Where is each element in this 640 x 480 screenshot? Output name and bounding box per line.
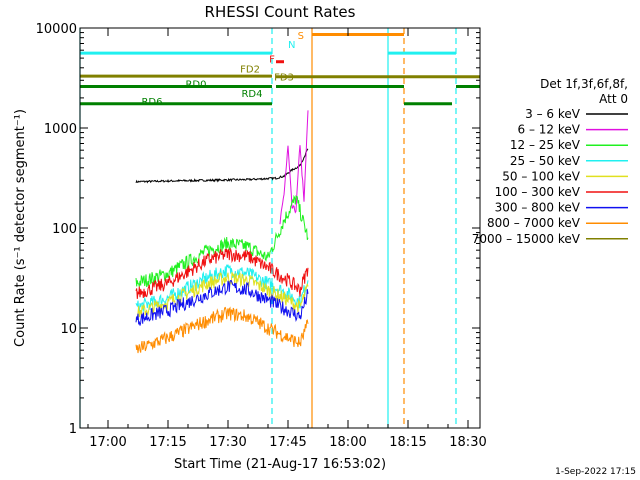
legend-entry-3-6-kev: 3 – 6 keV xyxy=(525,107,628,121)
flag-label-n: N xyxy=(288,40,295,51)
y-tick-label: 1 xyxy=(69,422,77,437)
series-12-25-kev xyxy=(135,194,309,288)
flag-label-rd6: RD6 xyxy=(141,97,162,108)
flag-rd6: RD6 xyxy=(141,97,452,108)
flag-s: S xyxy=(298,31,404,42)
x-tick-label: 17:15 xyxy=(149,435,186,450)
flag-label-rd4: RD4 xyxy=(241,89,262,100)
legend-label: 3 – 6 keV xyxy=(525,107,581,121)
legend-label: 100 – 300 keV xyxy=(495,185,581,199)
legend: Det 1f,3f,6f,8f, Att 0 3 – 6 keV 6 – 12 k… xyxy=(472,77,628,246)
legend-entry-6-12-kev: 6 – 12 keV xyxy=(518,123,628,137)
x-tick-label: 18:15 xyxy=(389,435,426,450)
flag-rd4: RD4 xyxy=(80,89,272,106)
x-axis: 17:00 17:15 17:30 17:45 18:00 18:15 18:30 xyxy=(87,28,487,450)
flag-label-rd0: RD0 xyxy=(185,79,206,90)
flag-rd0: RD0 xyxy=(80,79,480,90)
x-tick-label: 18:30 xyxy=(449,435,486,450)
series-800-7000-kev xyxy=(135,306,309,354)
plot-area: NS F FD2 FD3 RD0 RD4 RD6 xyxy=(79,28,480,428)
y-tick-label: 10000 xyxy=(36,22,77,37)
legend-entry-7000-15000-kev: 7000 – 15000 keV xyxy=(472,232,628,246)
flag-label-fd2: FD2 xyxy=(240,64,260,75)
legend-entry-100-300-kev: 100 – 300 keV xyxy=(495,185,628,199)
x-tick-label: 17:00 xyxy=(89,435,126,450)
series-6-12-kev xyxy=(279,110,309,225)
series-100-300-kev xyxy=(135,247,309,299)
legend-entry-25-50-kev: 25 – 50 keV xyxy=(510,154,628,168)
legend-entry-800-7000-kev: 800 – 7000 keV xyxy=(487,216,628,230)
flag-n: N xyxy=(80,40,456,55)
flag-f: F xyxy=(269,55,284,66)
legend-label: 6 – 12 keV xyxy=(518,123,581,137)
flag-label-f: F xyxy=(269,55,275,66)
y-tick-label: 1000 xyxy=(44,122,77,137)
legend-label: 300 – 800 keV xyxy=(495,201,581,215)
legend-title: Det 1f,3f,6f,8f, xyxy=(540,77,628,91)
chart-title: RHESSI Count Rates xyxy=(205,3,356,21)
legend-label: 12 – 25 keV xyxy=(510,138,581,152)
series-300-800-kev xyxy=(135,279,309,326)
x-tick-label: 17:45 xyxy=(269,435,306,450)
legend-subtitle: Att 0 xyxy=(599,92,628,106)
legend-entry-50-100-kev: 50 – 100 keV xyxy=(502,169,628,183)
legend-label: 7000 – 15000 keV xyxy=(472,232,581,246)
x-tick-label: 17:30 xyxy=(209,435,246,450)
flag-label-s: S xyxy=(298,31,304,42)
series-3-6-kev xyxy=(135,148,309,184)
legend-label: 50 – 100 keV xyxy=(502,169,581,183)
y-axis-label: Count Rate (s⁻¹ detector segment⁻¹) xyxy=(13,109,28,347)
footer-timestamp: 1-Sep-2022 17:15 xyxy=(555,467,636,477)
flag-fd2: FD2 xyxy=(80,64,272,78)
x-axis-label: Start Time (21-Aug-17 16:53:02) xyxy=(174,457,386,472)
flag-label-fd3: FD3 xyxy=(274,72,294,83)
y-tick-label: 100 xyxy=(52,222,77,237)
series-25-50-kev xyxy=(135,264,309,314)
legend-entry-12-25-kev: 12 – 25 keV xyxy=(510,138,628,152)
x-tick-label: 18:00 xyxy=(329,435,366,450)
y-axis: 1 10 100 1000 10000 xyxy=(36,22,480,437)
legend-entry-300-800-kev: 300 – 800 keV xyxy=(495,201,628,215)
flag-fd3: FD3 xyxy=(274,72,480,83)
legend-label: 25 – 50 keV xyxy=(510,154,581,168)
y-tick-label: 10 xyxy=(60,322,77,337)
legend-label: 800 – 7000 keV xyxy=(487,216,581,230)
